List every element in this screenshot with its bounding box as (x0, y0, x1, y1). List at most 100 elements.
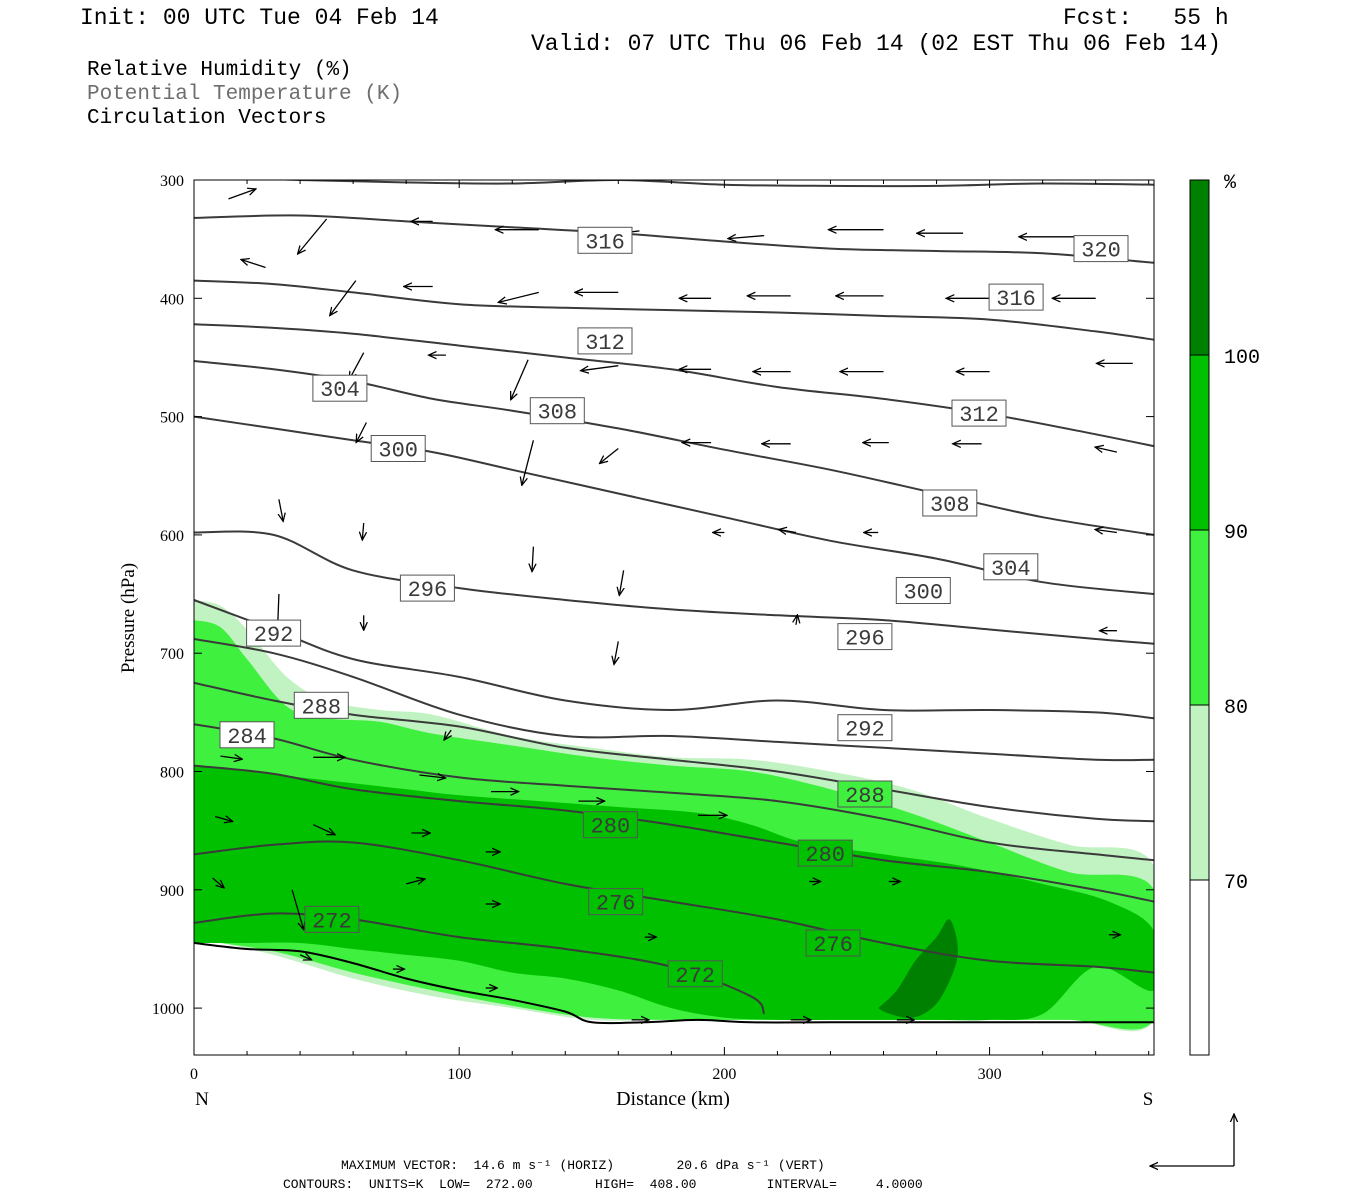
vector-arrow (522, 440, 535, 485)
vector-arrow (299, 955, 312, 960)
vector-arrow (581, 365, 619, 371)
contour-label-text: 320 (1081, 239, 1121, 264)
x-axis-title: Distance (km) (616, 1088, 730, 1110)
contour-label-box (577, 327, 633, 355)
theta-contour-292 (194, 638, 1154, 762)
x-end-label-south: S (1143, 1089, 1154, 1110)
vector-arrow (291, 889, 304, 930)
colorbar-level-label: 70 (1224, 872, 1248, 895)
vector-arrow (532, 546, 533, 572)
contour-label-box (667, 960, 723, 988)
contour-label-304: 304 (312, 374, 368, 403)
contour-label-316: 316 (988, 283, 1044, 312)
y-tick-label: 800 (160, 765, 184, 782)
y-tick-label: 400 (160, 291, 184, 308)
contour-label-box (399, 574, 455, 602)
contour-label-312: 312 (577, 327, 633, 356)
vector-arrow (511, 359, 529, 400)
contour-label-text: 280 (805, 843, 845, 868)
contour-label-316: 316 (577, 226, 633, 255)
vector-arrow (330, 280, 357, 316)
contour-label-box (577, 226, 633, 254)
contour-label-box (922, 489, 978, 517)
x-end-label-north: N (195, 1089, 209, 1110)
vector-arrow (728, 236, 765, 239)
vector-arrow (362, 523, 363, 540)
contour-label-box (582, 811, 638, 839)
contour-label-text: 296 (845, 627, 885, 652)
y-tick-label: 500 (160, 410, 184, 427)
vector-arrow (279, 499, 283, 521)
contour-label-text: 276 (813, 933, 853, 958)
contour-label-text: 316 (996, 287, 1036, 312)
init-time: Init: 00 UTC Tue 04 Feb 14 (80, 5, 439, 31)
theta-contour-320 (267, 180, 1154, 188)
contour-label-280: 280 (582, 811, 638, 840)
contour-label-box (805, 929, 861, 957)
contour-label-text: 316 (585, 230, 625, 255)
theta-contour-280 (194, 764, 1154, 903)
contour-label-text: 300 (903, 581, 943, 606)
contour-label-304: 304 (983, 553, 1039, 582)
contour-label-text: 296 (408, 578, 448, 603)
contour-label-box (1073, 235, 1129, 263)
colorbar-segment (1189, 879, 1210, 1056)
vector-arrow (356, 422, 367, 443)
contour-label-box (837, 780, 893, 808)
colorbar-segment (1189, 354, 1210, 531)
contour-label-box (246, 619, 302, 647)
vector-arrow (212, 877, 225, 888)
colorbar-level-label: 90 (1224, 522, 1248, 545)
contour-label-box (529, 397, 585, 425)
x-tick-label: 300 (978, 1066, 1002, 1083)
contour-label-box (370, 435, 426, 462)
x-tick-label: 100 (447, 1066, 471, 1083)
theta-contour-276 (194, 840, 1154, 974)
contour-label-292: 292 (837, 714, 893, 743)
terrain-contour (194, 942, 1154, 1025)
contour-label-320: 320 (1073, 235, 1129, 264)
contour-label-312: 312 (951, 399, 1007, 428)
contour-label-text: 276 (596, 892, 636, 917)
contour-label-text: 272 (312, 909, 352, 934)
max-vector-note: MAXIMUM VECTOR: 14.6 m s⁻¹ (HORIZ) 20.6 … (341, 1158, 825, 1173)
theta-contour-316 (194, 214, 1154, 264)
contour-label-box (219, 721, 275, 749)
colorbar-segment (1189, 529, 1210, 706)
contour-info-note: CONTOURS: UNITS=K LOW= 272.00 HIGH= 408.… (283, 1177, 923, 1192)
colorbar-level-label: 80 (1224, 697, 1248, 720)
terrain-line (194, 942, 1154, 1025)
contour-label-text: 300 (378, 439, 418, 464)
contour-label-text: 304 (991, 557, 1031, 582)
contour-label-text: 272 (675, 964, 715, 989)
y-tick-label: 1000 (152, 1001, 184, 1018)
vector-arrow (298, 218, 328, 254)
contour-label-text: 308 (930, 493, 970, 518)
contour-label-272: 272 (667, 960, 723, 989)
colorbar-unit-label: % (1224, 172, 1237, 195)
axes: 300 400 500 600 700 800 900 1000 0 100 200 300 (152, 173, 1154, 1083)
legend-theta: Potential Temperature (K) (87, 83, 403, 106)
plot-frame (193, 179, 1155, 1056)
contour-label-text: 312 (959, 403, 999, 428)
contour-label-text: 292 (845, 718, 885, 743)
vector-arrow (241, 260, 266, 269)
contour-label-text: 312 (585, 331, 625, 356)
contour-label-box (312, 374, 368, 402)
contour-label-box (588, 888, 644, 916)
colorbar: 70 80 90 100% (1189, 172, 1260, 1056)
contour-label-box (837, 623, 893, 651)
contour-label-box (983, 553, 1039, 581)
contour-label-296: 296 (399, 574, 455, 603)
contour-label-text: 292 (254, 623, 294, 648)
y-axis-title: Pressure (hPa) (118, 563, 139, 673)
contour-label-box (895, 577, 951, 604)
vector-arrow (228, 189, 257, 200)
contour-label-288: 288 (293, 691, 349, 720)
contour-label-276: 276 (805, 929, 861, 958)
contour-label-292: 292 (246, 619, 302, 648)
vector-arrow (406, 879, 425, 884)
vector-arrow (444, 729, 451, 740)
theta-contour-296 (194, 599, 1154, 720)
